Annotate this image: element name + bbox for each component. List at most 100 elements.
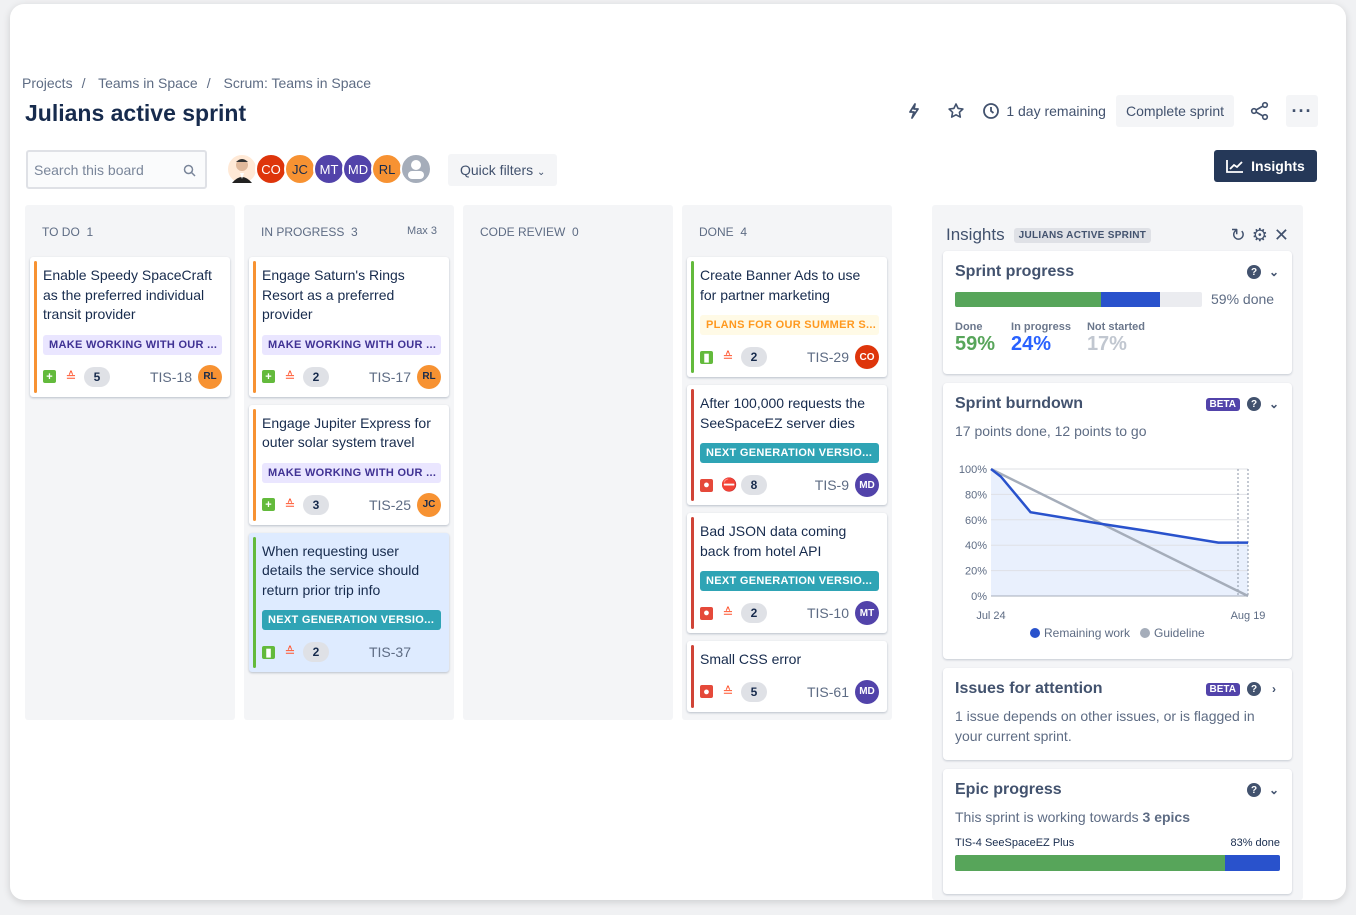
epic-text: This sprint is working towards [955, 809, 1143, 825]
card-color-bar [691, 389, 694, 501]
epic-progress-card: Epic progress? ⌄ This sprint is working t… [943, 769, 1292, 894]
chevron-right-icon[interactable]: › [1272, 682, 1276, 696]
y-tick-label: 100% [959, 464, 987, 476]
done-label: 59% done [1211, 291, 1275, 307]
close-icon[interactable]: ✕ [1273, 224, 1289, 245]
avatar[interactable]: MT [313, 153, 345, 185]
sprint-progress-bar [955, 291, 1202, 307]
time-remaining-text: 1 day remaining [1006, 103, 1106, 119]
assignee-avatar[interactable]: CO [855, 345, 879, 369]
y-tick-label: 40% [965, 540, 987, 552]
progress-done-segment [955, 291, 1101, 307]
avatar[interactable]: JC [284, 153, 316, 185]
help-icon[interactable]: ? [1247, 265, 1261, 279]
epic-label[interactable]: PLANS FOR OUR SUMMER S... [700, 315, 879, 335]
assignee-avatar[interactable]: RL [417, 364, 441, 389]
epic-label[interactable]: NEXT GENERATION VERSIO... [700, 571, 879, 591]
more-icon[interactable]: ··· [1286, 95, 1318, 127]
card-summary: Engage Jupiter Express for outer solar s… [262, 414, 431, 451]
bug-icon: ● [700, 685, 713, 698]
issue-key[interactable]: TIS-37 [368, 644, 411, 660]
issues-for-attention-card[interactable]: Issues for attention BETA? › 1 issue depen… [943, 668, 1292, 760]
legend-marker [1140, 628, 1150, 638]
column-todo: To Do 1 Enable Speedy SpaceCraft as the … [25, 205, 235, 720]
priority-highest-icon: ≙ [284, 368, 296, 384]
avatar-filter: CO JC MT MD RL [226, 153, 432, 185]
story-points: 2 [303, 366, 329, 387]
epic-name: TIS-4 SeeSpaceEZ Plus [955, 837, 1075, 849]
card-summary: Bad JSON data coming back from hotel API [700, 523, 847, 559]
card-summary: After 100,000 requests the SeeSpaceEZ se… [700, 395, 865, 431]
issue-card[interactable]: Bad JSON data coming back from hotel API… [687, 513, 887, 633]
issue-card[interactable]: Small CSS error ● ≙ 5 TIS-61 MD [687, 641, 887, 712]
sprint-badge: JULIANS ACTIVE SPRINT [1013, 227, 1152, 243]
unassigned-avatar-icon[interactable] [400, 153, 432, 185]
breadcrumb-board[interactable]: Scrum: Teams in Space [223, 75, 372, 91]
assignee-avatar[interactable]: MD [855, 679, 879, 704]
issue-key[interactable]: TIS-25 [368, 496, 411, 513]
issue-card[interactable]: After 100,000 requests the SeeSpaceEZ se… [687, 385, 887, 505]
issue-card[interactable]: Create Banner Ads to use for partner mar… [687, 257, 887, 377]
refresh-icon[interactable]: ↻ [1230, 224, 1246, 245]
bug-icon: ● [700, 478, 713, 492]
card-summary: When requesting user details the service… [262, 542, 420, 598]
insights-header: Insights JULIANS ACTIVE SPRINT ↻ ⚙ ✕ [932, 205, 1303, 251]
card-color-bar [253, 408, 256, 521]
beta-badge: BETA [1205, 397, 1240, 411]
issue-card[interactable]: Enable Speedy SpaceCraft as the preferre… [30, 257, 230, 397]
assignee-avatar[interactable]: JC [417, 492, 441, 517]
stat-in-progress: 24% [1011, 333, 1052, 355]
card-title: Sprint burndown [955, 395, 1083, 412]
issue-card[interactable]: Engage Jupiter Express for outer solar s… [249, 404, 449, 525]
issue-key[interactable]: TIS-29 [806, 349, 849, 365]
breadcrumb: Projects / Teams in Space / Scrum: Teams i… [22, 75, 372, 91]
chevron-down-icon[interactable]: ⌄ [1268, 265, 1280, 279]
breadcrumb-projects[interactable]: Projects [22, 75, 73, 91]
chevron-down-icon[interactable]: ⌄ [1268, 397, 1280, 411]
beta-badge: BETA [1205, 682, 1240, 696]
insights-title: Insights [946, 225, 1005, 244]
epic-label[interactable]: MAKE WORKING WITH OUR ... [43, 334, 222, 355]
avatar[interactable]: RL [371, 153, 403, 185]
issue-card[interactable]: Engage Saturn's Rings Resort as a prefer… [249, 257, 449, 397]
assignee-avatar[interactable]: RL [198, 364, 222, 389]
issue-card[interactable]: When requesting user details the service… [249, 532, 449, 672]
help-icon[interactable]: ? [1247, 682, 1261, 696]
story-points: 3 [303, 494, 329, 515]
quick-filters-dropdown[interactable]: Quick filters ⌄ [448, 154, 558, 186]
star-icon[interactable] [940, 95, 972, 127]
epic-label[interactable]: MAKE WORKING WITH OUR ... [262, 334, 441, 355]
column-in-progress: In Progress 3 Max 3 Engage Saturn's Rings… [244, 205, 454, 720]
app-window: Projects / Teams in Space / Scrum: Teams i… [10, 4, 1346, 900]
issue-key[interactable]: TIS-9 [814, 477, 849, 493]
assignee-avatar[interactable]: MD [855, 473, 879, 497]
lightning-icon[interactable] [898, 95, 930, 127]
help-icon[interactable]: ? [1247, 783, 1261, 797]
series-line-guideline [990, 467, 1249, 598]
avatar[interactable]: CO [255, 153, 287, 185]
epic-label[interactable]: NEXT GENERATION VERSIO... [700, 443, 879, 463]
epic-label[interactable]: MAKE WORKING WITH OUR ... [262, 462, 441, 483]
gear-icon[interactable]: ⚙ [1251, 224, 1268, 245]
card-summary: Enable Speedy SpaceCraft as the preferre… [43, 267, 212, 322]
search-input[interactable]: Search this board [26, 150, 207, 189]
assignee-avatar[interactable]: MT [855, 601, 879, 625]
complete-sprint-button[interactable]: Complete sprint [1115, 95, 1234, 127]
card-color-bar [691, 261, 694, 373]
issue-key[interactable]: TIS-10 [806, 605, 849, 621]
chevron-down-icon[interactable]: ⌄ [1268, 783, 1280, 797]
insights-button-label: Insights [1251, 158, 1305, 174]
insights-button[interactable]: Insights [1214, 150, 1317, 182]
x-tick-label: Jul 24 [976, 610, 1005, 622]
avatar[interactable]: MD [342, 153, 374, 185]
epic-label[interactable]: NEXT GENERATION VERSIO... [262, 610, 441, 630]
issue-key[interactable]: TIS-18 [149, 368, 192, 385]
avatar-photo[interactable] [226, 153, 258, 185]
breadcrumb-teams[interactable]: Teams in Space [98, 75, 198, 91]
priority-highest-icon: ≙ [65, 368, 77, 384]
burndown-chart: 0% 20% 40% 60% 80% 100% Jul 24 Aug 19 Remaining … [959, 464, 1266, 640]
share-icon[interactable] [1244, 95, 1276, 127]
help-icon[interactable]: ? [1247, 397, 1261, 411]
issue-key[interactable]: TIS-61 [806, 683, 849, 700]
issue-key[interactable]: TIS-17 [368, 368, 411, 385]
